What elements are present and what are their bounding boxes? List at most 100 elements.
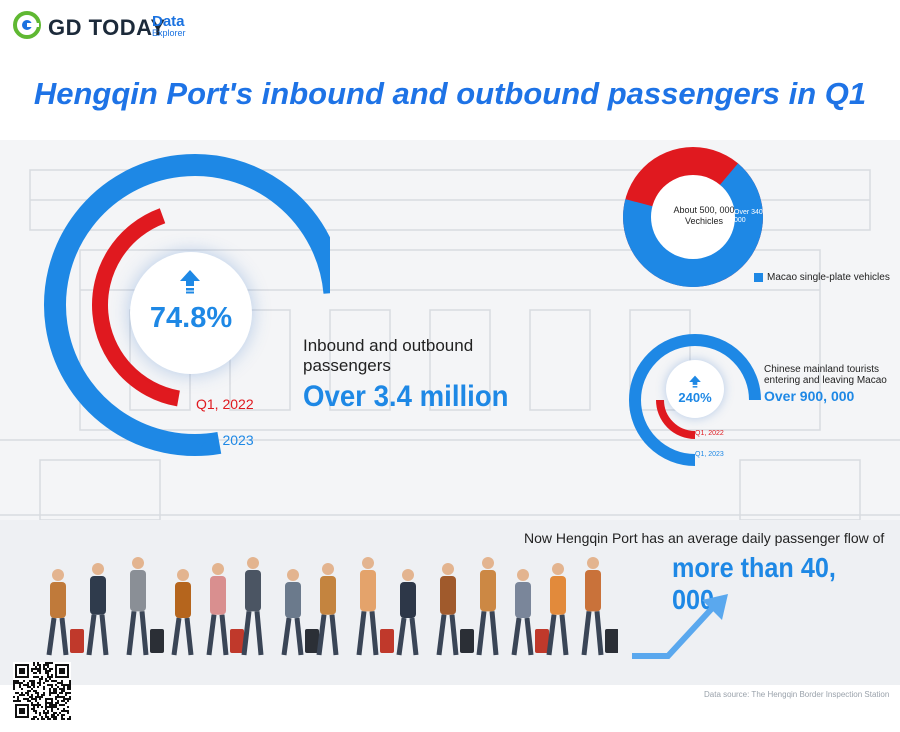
qr-module (27, 670, 29, 672)
qr-module (15, 680, 17, 682)
qr-module (67, 666, 69, 668)
qr-module (53, 714, 55, 716)
qr-module (57, 702, 59, 704)
qr-module (27, 708, 29, 710)
qr-module (67, 718, 69, 720)
qr-module (49, 694, 51, 696)
qr-module (13, 684, 15, 686)
qr-module (63, 710, 65, 712)
qr-module (47, 672, 49, 674)
daily-flow-value: more than 40, 000 (672, 552, 836, 615)
up-arrow-icon (180, 270, 200, 294)
qr-module (31, 684, 33, 686)
qr-module (69, 684, 71, 686)
qr-module (23, 676, 25, 678)
qr-module (27, 672, 29, 674)
qr-module (43, 666, 45, 668)
qr-module (21, 710, 23, 712)
qr-module (15, 670, 17, 672)
qr-module (41, 676, 43, 678)
qr-module (51, 704, 53, 706)
qr-module (61, 716, 63, 718)
qr-module (55, 680, 57, 682)
suitcase (230, 629, 244, 653)
qr-module (59, 670, 61, 672)
tourist-growth-circle (666, 360, 724, 418)
qr-module (53, 706, 55, 708)
traveler-head (517, 569, 529, 581)
qr-module (55, 670, 57, 672)
qr-module (69, 682, 71, 684)
traveler-legs (546, 614, 569, 656)
qr-module (49, 692, 51, 694)
arc-tourists-2023 (629, 334, 761, 466)
qr-module (47, 712, 49, 714)
tourist-growth-percent: 240% (678, 390, 712, 405)
traveler-body (550, 576, 566, 615)
traveler-legs (436, 614, 459, 656)
header: GD TODAY Data Explorer (0, 0, 900, 60)
qr-module (61, 692, 63, 694)
qr-module (37, 702, 39, 704)
qr-module (17, 676, 19, 678)
qr-module (21, 670, 23, 672)
passengers-label: Inbound and outbound passengers (303, 336, 474, 375)
qr-module (55, 704, 57, 706)
qr-module (35, 716, 37, 718)
qr-module (37, 676, 39, 678)
qr-module (61, 690, 63, 692)
qr-module (39, 712, 41, 714)
qr-module (45, 712, 47, 714)
qr-module (19, 708, 21, 710)
qr-module (63, 688, 65, 690)
qr-module (67, 692, 69, 694)
qr-module (67, 676, 69, 678)
qr-module (23, 708, 25, 710)
qr-module (29, 686, 31, 688)
qr-module (19, 676, 21, 678)
qr-module (63, 698, 65, 700)
qr-module (63, 700, 65, 702)
qr-module (31, 696, 33, 698)
qr-module (53, 712, 55, 714)
qr-module (55, 692, 57, 694)
qr-module (27, 664, 29, 666)
qr-module (65, 694, 67, 696)
qr-module (25, 704, 27, 706)
traveler-body (175, 582, 191, 618)
qr-module (21, 708, 23, 710)
qr-module (61, 696, 63, 698)
qr-module (67, 712, 69, 714)
traveler-head (177, 569, 189, 581)
qr-module (61, 710, 63, 712)
qr-module (59, 688, 61, 690)
qr-module (55, 718, 57, 720)
page-title: Hengqin Port's inbound and outbound pass… (33, 76, 867, 111)
qr-module (57, 664, 59, 666)
qr-module (61, 680, 63, 682)
vehicles-total-text: About 500, 000 Vechicles (673, 205, 735, 226)
qr-module (55, 698, 57, 700)
up-arrow-small-icon (689, 375, 701, 388)
qr-module (47, 662, 49, 664)
qr-module (39, 664, 41, 666)
qr-module (45, 708, 47, 710)
qr-module (23, 704, 25, 706)
qr-module (13, 696, 15, 698)
qr-module (39, 684, 41, 686)
qr-module (37, 662, 39, 664)
qr-module (15, 682, 17, 684)
qr-module (61, 670, 63, 672)
qr-module (33, 708, 35, 710)
qr-module (41, 706, 43, 708)
qr-module (21, 716, 23, 718)
suitcase (70, 629, 84, 653)
qr-module (39, 680, 41, 682)
qr-module (43, 718, 45, 720)
qr-module (51, 716, 53, 718)
qr-module (35, 696, 37, 698)
qr-module (49, 676, 51, 678)
qr-module (51, 662, 53, 664)
suitcase (605, 629, 618, 653)
qr-module (53, 680, 55, 682)
